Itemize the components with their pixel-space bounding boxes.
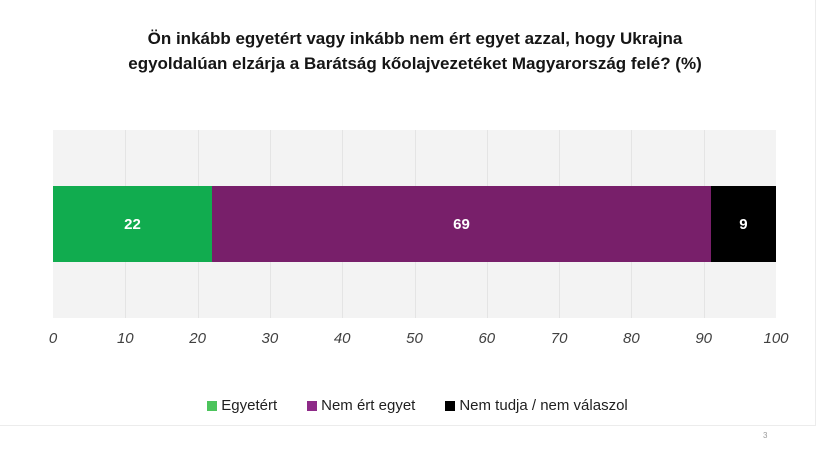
chart-title-line-2: egyoldalúan elzárja a Barátság kőolajvez… — [128, 54, 702, 73]
x-tick-label: 40 — [333, 330, 351, 347]
x-tick-label: 100 — [763, 330, 789, 347]
plot-area: 22 69 9 — [53, 130, 776, 318]
data-label: 69 — [453, 215, 470, 233]
stacked-bar: 22 69 9 — [53, 186, 776, 262]
data-label: 22 — [124, 215, 141, 233]
bar-segment-nem-ért-egyet: 69 — [212, 186, 711, 262]
chart-legend: Egyetért Nem ért egyet Nem tudja / nem vál… — [0, 397, 825, 414]
legend-swatch-icon — [207, 400, 218, 411]
x-tick-label: 80 — [623, 330, 640, 347]
legend-item: Nem ért egyet — [307, 397, 415, 414]
legend-label: Nem ért egyet — [321, 397, 416, 414]
x-axis-ticks: 0 10 20 30 40 50 60 70 80 90 100 — [49, 330, 789, 350]
x-tick-label: 90 — [695, 330, 713, 347]
chart-title-line-1: Ön inkább egyetért vagy inkább nem ért e… — [147, 29, 683, 48]
data-label: 9 — [739, 215, 748, 233]
x-tick-label: 10 — [116, 330, 134, 347]
x-tick-label: 0 — [48, 330, 58, 347]
legend-label: Egyetért — [221, 397, 278, 414]
legend-item: Egyetért — [207, 397, 277, 414]
legend-item: Nem tudja / nem válaszol — [445, 397, 628, 414]
legend-label: Nem tudja / nem válaszol — [459, 397, 628, 414]
legend-swatch-icon — [307, 400, 318, 411]
chart-title: Ön inkább egyetért vagy inkább nem ért e… — [60, 26, 770, 76]
bar-segment-nem-tudja-nem-válaszol: 9 — [710, 186, 776, 262]
page-number: 3 — [763, 431, 768, 440]
x-tick-label: 50 — [406, 330, 423, 347]
x-tick-label: 20 — [189, 330, 206, 347]
x-tick-label: 70 — [550, 330, 568, 347]
x-tick-label: 30 — [261, 330, 279, 347]
x-tick-label: 60 — [478, 330, 496, 347]
bar-segment-egyetért: 22 — [53, 186, 213, 262]
legend-swatch-icon — [445, 400, 456, 411]
